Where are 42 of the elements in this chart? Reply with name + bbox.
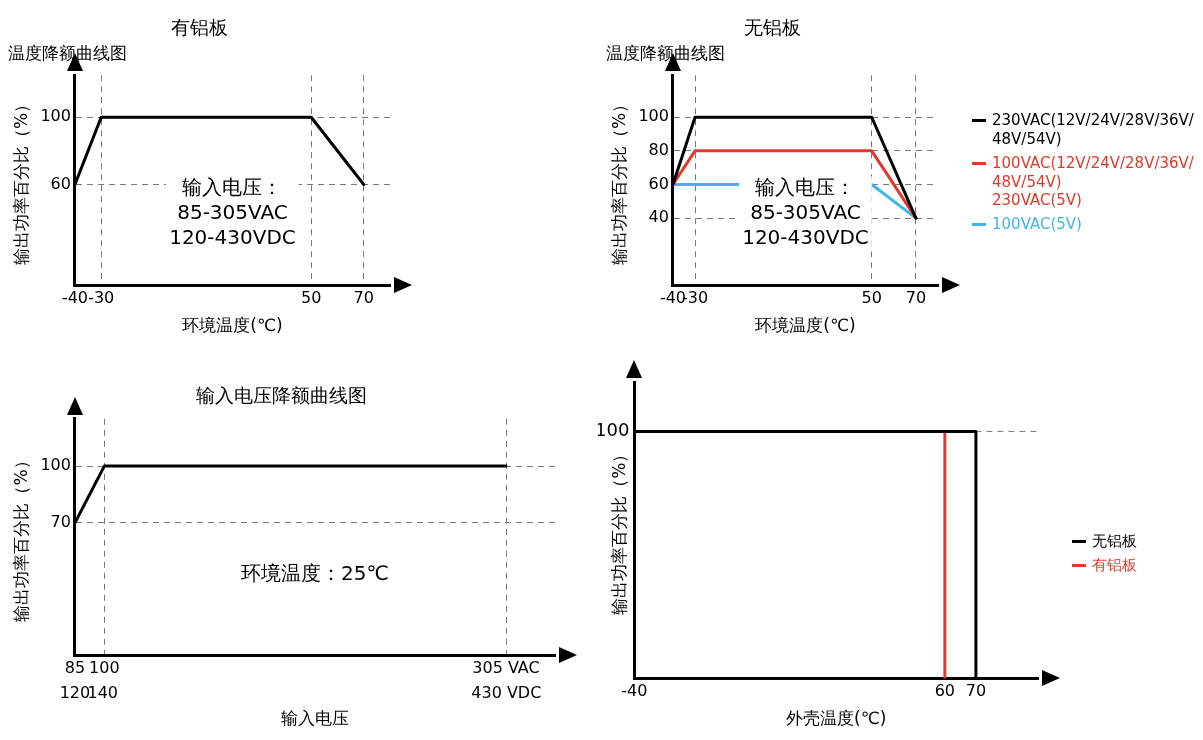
x-tick-label: 50 xyxy=(301,288,322,308)
legend-label: 100VAC(5V) xyxy=(992,215,1082,234)
chart-subtitle: 温度降额曲线图 xyxy=(606,43,725,64)
y-tick-label: 100 xyxy=(40,106,71,126)
x-tick-label: -40 xyxy=(61,288,89,308)
y-tick-label: 70 xyxy=(50,511,71,531)
x-tick-label: 305 VAC xyxy=(472,657,540,677)
y-axis-title: 输出功率百分比（%） xyxy=(10,95,31,265)
y-tick-label: 100 xyxy=(40,455,71,475)
annotation: 输入电压： 85-305VAC 120-430VDC xyxy=(169,175,296,250)
y-axis-title: 输出功率百分比（%） xyxy=(608,95,629,265)
x-tick-label: -30 xyxy=(88,288,115,308)
annotation: 环境温度：25℃ xyxy=(241,561,389,586)
x-axis-title: 输入电压 xyxy=(280,708,349,729)
x-axis-title: 外壳温度(℃) xyxy=(786,708,887,729)
y-tick-label: 80 xyxy=(648,140,669,160)
x-tick-label: 50 xyxy=(861,288,882,308)
y-axis-title: 输出功率百分比（%） xyxy=(10,452,31,622)
y-tick-label: 60 xyxy=(50,173,71,193)
x-tick-label: 70 xyxy=(353,288,374,308)
y-tick-label: 40 xyxy=(648,207,669,227)
chart-title: 有铝板 xyxy=(170,16,228,39)
x-tick-label: 70 xyxy=(965,681,987,701)
legend-label: 230VAC(12V/24V/28V/36V/48V/54V) xyxy=(992,111,1195,149)
y-axis-title: 输出功率百分比（%） xyxy=(608,445,629,615)
x-axis-title: 环境温度(℃) xyxy=(182,315,283,336)
y-tick-label: 60 xyxy=(648,173,669,193)
y-tick-label: 100 xyxy=(638,106,669,126)
chart-title: 无铝板 xyxy=(743,16,801,39)
x2-tick-label: 430 VDC xyxy=(471,683,542,703)
legend-label: 100VAC(12V/24V/28V/36V/48V/54V) 230VAC(5V) xyxy=(992,153,1195,210)
annotation: 输入电压： 85-305VAC 120-430VDC xyxy=(742,175,869,250)
x-tick-label: 70 xyxy=(905,288,927,308)
chart-title: 输入电压降额曲线图 xyxy=(196,384,367,407)
x-tick-label: 85 xyxy=(64,657,86,677)
legend-label: 有铝板 xyxy=(1092,555,1137,575)
chart-subtitle: 温度降额曲线图 xyxy=(8,43,127,64)
x-axis-title: 环境温度(℃) xyxy=(755,315,856,336)
x-tick-label: 100 xyxy=(89,657,120,677)
x-tick-label: 60 xyxy=(934,681,956,701)
legend-label: 无铝板 xyxy=(1092,531,1137,551)
x-tick-label: -40 xyxy=(621,681,648,701)
